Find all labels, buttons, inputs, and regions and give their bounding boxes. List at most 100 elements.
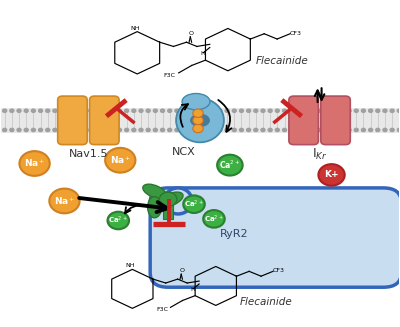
Circle shape: [211, 128, 215, 131]
Circle shape: [254, 109, 258, 112]
Text: I$_{Kr}$: I$_{Kr}$: [312, 147, 327, 162]
Circle shape: [10, 128, 14, 131]
Text: F3C: F3C: [163, 73, 175, 78]
Circle shape: [74, 109, 78, 112]
Circle shape: [311, 109, 315, 112]
FancyBboxPatch shape: [150, 188, 400, 287]
Circle shape: [347, 128, 351, 131]
Circle shape: [383, 109, 387, 112]
Circle shape: [31, 128, 35, 131]
Circle shape: [217, 155, 243, 176]
Text: Na$^+$: Na$^+$: [110, 154, 131, 166]
Circle shape: [38, 128, 42, 131]
Circle shape: [53, 128, 57, 131]
Ellipse shape: [143, 184, 166, 199]
Text: Na$^+$: Na$^+$: [24, 158, 45, 169]
Circle shape: [175, 109, 179, 112]
Circle shape: [183, 196, 205, 213]
Circle shape: [247, 109, 251, 112]
Text: NH: NH: [130, 26, 139, 30]
Circle shape: [67, 128, 71, 131]
Circle shape: [20, 151, 50, 176]
Circle shape: [67, 109, 71, 112]
Circle shape: [139, 109, 143, 112]
Circle shape: [175, 128, 179, 131]
Circle shape: [311, 128, 315, 131]
Circle shape: [240, 128, 244, 131]
Circle shape: [225, 128, 229, 131]
Circle shape: [168, 128, 172, 131]
Text: O: O: [189, 31, 194, 36]
Ellipse shape: [190, 114, 210, 127]
Circle shape: [31, 109, 35, 112]
Circle shape: [376, 109, 380, 112]
Text: K+: K+: [324, 170, 339, 180]
Text: H: H: [201, 51, 206, 56]
Text: Ca$^{2+}$: Ca$^{2+}$: [204, 213, 224, 225]
Circle shape: [193, 116, 203, 125]
Circle shape: [182, 109, 186, 112]
FancyBboxPatch shape: [289, 96, 318, 145]
Circle shape: [17, 109, 21, 112]
Circle shape: [297, 128, 301, 131]
Circle shape: [297, 109, 301, 112]
Text: NCX: NCX: [172, 147, 196, 157]
Circle shape: [38, 109, 42, 112]
Circle shape: [261, 109, 265, 112]
Circle shape: [60, 109, 64, 112]
Text: O: O: [180, 268, 185, 273]
Circle shape: [189, 128, 193, 131]
Bar: [1, 108, 399, 132]
Circle shape: [110, 128, 114, 131]
Circle shape: [369, 109, 372, 112]
Circle shape: [196, 109, 200, 112]
Circle shape: [24, 109, 28, 112]
Circle shape: [275, 128, 279, 131]
Circle shape: [132, 109, 136, 112]
Circle shape: [96, 128, 100, 131]
Text: Ca$^{2+}$: Ca$^{2+}$: [219, 159, 240, 171]
Circle shape: [290, 109, 294, 112]
Circle shape: [17, 128, 21, 131]
Circle shape: [132, 128, 136, 131]
Ellipse shape: [148, 197, 162, 218]
Circle shape: [53, 109, 57, 112]
Circle shape: [376, 128, 380, 131]
Circle shape: [354, 128, 358, 131]
Circle shape: [82, 109, 86, 112]
Circle shape: [46, 109, 50, 112]
Text: H: H: [191, 287, 196, 292]
Circle shape: [74, 128, 78, 131]
Circle shape: [326, 128, 330, 131]
Circle shape: [118, 128, 122, 131]
Circle shape: [96, 109, 100, 112]
Circle shape: [390, 128, 394, 131]
Circle shape: [24, 128, 28, 131]
Circle shape: [369, 128, 372, 131]
Circle shape: [254, 128, 258, 131]
Circle shape: [160, 109, 164, 112]
Circle shape: [49, 189, 80, 213]
Circle shape: [362, 128, 366, 131]
Circle shape: [218, 109, 222, 112]
Circle shape: [362, 109, 366, 112]
Circle shape: [318, 164, 345, 186]
Circle shape: [275, 109, 279, 112]
Circle shape: [3, 109, 7, 112]
Text: Flecainide: Flecainide: [240, 297, 293, 307]
Circle shape: [118, 109, 122, 112]
Circle shape: [153, 109, 157, 112]
Circle shape: [103, 128, 107, 131]
Circle shape: [397, 109, 400, 112]
Circle shape: [304, 128, 308, 131]
Circle shape: [318, 109, 322, 112]
Circle shape: [103, 109, 107, 112]
Circle shape: [282, 128, 286, 131]
Ellipse shape: [176, 98, 224, 142]
Text: Flecainide: Flecainide: [256, 56, 308, 66]
Circle shape: [125, 109, 129, 112]
Circle shape: [146, 109, 150, 112]
Circle shape: [268, 128, 272, 131]
Circle shape: [340, 128, 344, 131]
Circle shape: [139, 128, 143, 131]
